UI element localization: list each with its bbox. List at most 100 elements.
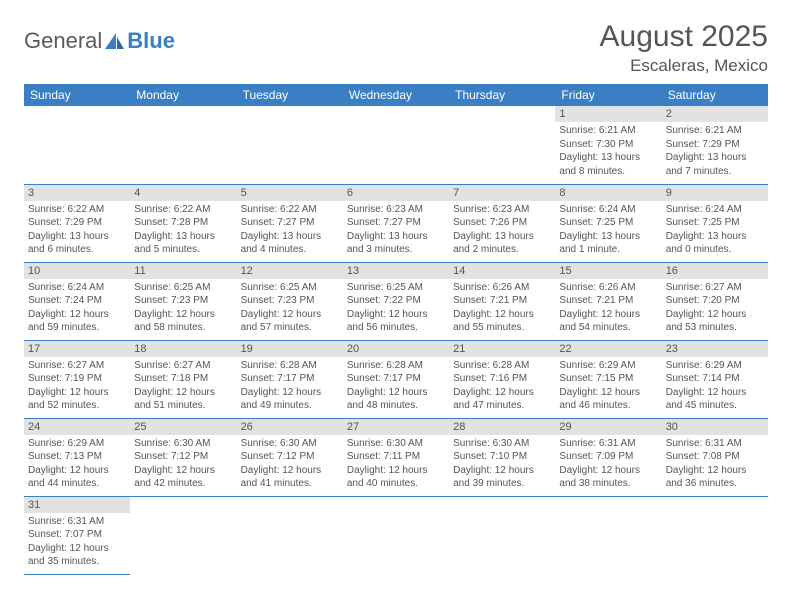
sunset-line: Sunset: 7:25 PM (666, 216, 764, 230)
day-number: 27 (343, 419, 449, 435)
sunset-line: Sunset: 7:19 PM (28, 372, 126, 386)
calendar-day-cell: 25Sunrise: 6:30 AMSunset: 7:12 PMDayligh… (130, 418, 236, 496)
daylight-line: Daylight: 13 hours and 5 minutes. (134, 230, 232, 257)
calendar-week-row: 10Sunrise: 6:24 AMSunset: 7:24 PMDayligh… (24, 262, 768, 340)
daylight-line: Daylight: 13 hours and 2 minutes. (453, 230, 551, 257)
sunrise-line: Sunrise: 6:27 AM (134, 359, 232, 373)
day-number: 21 (449, 341, 555, 357)
calendar-day-cell: 12Sunrise: 6:25 AMSunset: 7:23 PMDayligh… (237, 262, 343, 340)
calendar-day-cell: 19Sunrise: 6:28 AMSunset: 7:17 PMDayligh… (237, 340, 343, 418)
day-number: 25 (130, 419, 236, 435)
day-number: 7 (449, 185, 555, 201)
weekday-header: Friday (555, 84, 661, 106)
weekday-header: Tuesday (237, 84, 343, 106)
sunrise-line: Sunrise: 6:23 AM (453, 203, 551, 217)
sunset-line: Sunset: 7:29 PM (666, 138, 764, 152)
calendar-day-cell: 5Sunrise: 6:22 AMSunset: 7:27 PMDaylight… (237, 184, 343, 262)
day-number: 22 (555, 341, 661, 357)
day-details: Sunrise: 6:26 AMSunset: 7:21 PMDaylight:… (555, 279, 661, 339)
day-details: Sunrise: 6:30 AMSunset: 7:12 PMDaylight:… (130, 435, 236, 495)
calendar-day-cell: 31Sunrise: 6:31 AMSunset: 7:07 PMDayligh… (24, 496, 130, 574)
daylight-line: Daylight: 12 hours and 49 minutes. (241, 386, 339, 413)
daylight-line: Daylight: 12 hours and 59 minutes. (28, 308, 126, 335)
sunrise-line: Sunrise: 6:22 AM (28, 203, 126, 217)
day-details: Sunrise: 6:31 AMSunset: 7:08 PMDaylight:… (662, 435, 768, 495)
sunrise-line: Sunrise: 6:27 AM (666, 281, 764, 295)
daylight-line: Daylight: 12 hours and 35 minutes. (28, 542, 126, 569)
sunset-line: Sunset: 7:08 PM (666, 450, 764, 464)
sunrise-line: Sunrise: 6:26 AM (453, 281, 551, 295)
calendar-empty-cell (555, 496, 661, 574)
daylight-line: Daylight: 13 hours and 0 minutes. (666, 230, 764, 257)
logo: GeneralBlue (24, 28, 175, 54)
day-number: 15 (555, 263, 661, 279)
sunrise-line: Sunrise: 6:28 AM (347, 359, 445, 373)
sunset-line: Sunset: 7:17 PM (241, 372, 339, 386)
day-number: 3 (24, 185, 130, 201)
sunset-line: Sunset: 7:26 PM (453, 216, 551, 230)
calendar-empty-cell (130, 106, 236, 184)
sunrise-line: Sunrise: 6:22 AM (134, 203, 232, 217)
day-details: Sunrise: 6:25 AMSunset: 7:22 PMDaylight:… (343, 279, 449, 339)
daylight-line: Daylight: 12 hours and 48 minutes. (347, 386, 445, 413)
calendar-day-cell: 16Sunrise: 6:27 AMSunset: 7:20 PMDayligh… (662, 262, 768, 340)
sunrise-line: Sunrise: 6:24 AM (666, 203, 764, 217)
calendar-day-cell: 24Sunrise: 6:29 AMSunset: 7:13 PMDayligh… (24, 418, 130, 496)
sunrise-line: Sunrise: 6:31 AM (28, 515, 126, 529)
sunset-line: Sunset: 7:21 PM (453, 294, 551, 308)
sunset-line: Sunset: 7:23 PM (134, 294, 232, 308)
day-number: 9 (662, 185, 768, 201)
day-number: 29 (555, 419, 661, 435)
day-number: 20 (343, 341, 449, 357)
day-details: Sunrise: 6:28 AMSunset: 7:17 PMDaylight:… (343, 357, 449, 417)
sunrise-line: Sunrise: 6:29 AM (666, 359, 764, 373)
day-details: Sunrise: 6:30 AMSunset: 7:10 PMDaylight:… (449, 435, 555, 495)
sunrise-line: Sunrise: 6:25 AM (347, 281, 445, 295)
calendar-day-cell: 20Sunrise: 6:28 AMSunset: 7:17 PMDayligh… (343, 340, 449, 418)
day-details: Sunrise: 6:23 AMSunset: 7:26 PMDaylight:… (449, 201, 555, 261)
day-details: Sunrise: 6:31 AMSunset: 7:07 PMDaylight:… (24, 513, 130, 573)
calendar-day-cell: 6Sunrise: 6:23 AMSunset: 7:27 PMDaylight… (343, 184, 449, 262)
sunset-line: Sunset: 7:10 PM (453, 450, 551, 464)
calendar-day-cell: 23Sunrise: 6:29 AMSunset: 7:14 PMDayligh… (662, 340, 768, 418)
daylight-line: Daylight: 12 hours and 56 minutes. (347, 308, 445, 335)
sunset-line: Sunset: 7:20 PM (666, 294, 764, 308)
calendar-day-cell: 2Sunrise: 6:21 AMSunset: 7:29 PMDaylight… (662, 106, 768, 184)
sunrise-line: Sunrise: 6:26 AM (559, 281, 657, 295)
sunrise-line: Sunrise: 6:30 AM (347, 437, 445, 451)
sunrise-line: Sunrise: 6:24 AM (559, 203, 657, 217)
daylight-line: Daylight: 13 hours and 3 minutes. (347, 230, 445, 257)
sunset-line: Sunset: 7:12 PM (241, 450, 339, 464)
day-number: 23 (662, 341, 768, 357)
calendar-day-cell: 30Sunrise: 6:31 AMSunset: 7:08 PMDayligh… (662, 418, 768, 496)
weekday-header: Saturday (662, 84, 768, 106)
day-details: Sunrise: 6:29 AMSunset: 7:13 PMDaylight:… (24, 435, 130, 495)
day-details: Sunrise: 6:31 AMSunset: 7:09 PMDaylight:… (555, 435, 661, 495)
sunset-line: Sunset: 7:17 PM (347, 372, 445, 386)
daylight-line: Daylight: 12 hours and 51 minutes. (134, 386, 232, 413)
daylight-line: Daylight: 13 hours and 1 minute. (559, 230, 657, 257)
calendar-day-cell: 29Sunrise: 6:31 AMSunset: 7:09 PMDayligh… (555, 418, 661, 496)
daylight-line: Daylight: 12 hours and 55 minutes. (453, 308, 551, 335)
calendar-empty-cell (24, 106, 130, 184)
calendar-day-cell: 28Sunrise: 6:30 AMSunset: 7:10 PMDayligh… (449, 418, 555, 496)
calendar-day-cell: 22Sunrise: 6:29 AMSunset: 7:15 PMDayligh… (555, 340, 661, 418)
sunset-line: Sunset: 7:23 PM (241, 294, 339, 308)
calendar-day-cell: 1Sunrise: 6:21 AMSunset: 7:30 PMDaylight… (555, 106, 661, 184)
weekday-header-row: SundayMondayTuesdayWednesdayThursdayFrid… (24, 84, 768, 106)
daylight-line: Daylight: 12 hours and 41 minutes. (241, 464, 339, 491)
calendar-empty-cell (449, 106, 555, 184)
calendar-empty-cell (343, 106, 449, 184)
sunset-line: Sunset: 7:07 PM (28, 528, 126, 542)
sunrise-line: Sunrise: 6:24 AM (28, 281, 126, 295)
day-number: 14 (449, 263, 555, 279)
calendar-day-cell: 4Sunrise: 6:22 AMSunset: 7:28 PMDaylight… (130, 184, 236, 262)
calendar-empty-cell (237, 106, 343, 184)
day-details: Sunrise: 6:22 AMSunset: 7:27 PMDaylight:… (237, 201, 343, 261)
sunrise-line: Sunrise: 6:22 AM (241, 203, 339, 217)
day-details: Sunrise: 6:25 AMSunset: 7:23 PMDaylight:… (130, 279, 236, 339)
sunset-line: Sunset: 7:25 PM (559, 216, 657, 230)
day-details: Sunrise: 6:26 AMSunset: 7:21 PMDaylight:… (449, 279, 555, 339)
daylight-line: Daylight: 12 hours and 53 minutes. (666, 308, 764, 335)
day-number: 5 (237, 185, 343, 201)
